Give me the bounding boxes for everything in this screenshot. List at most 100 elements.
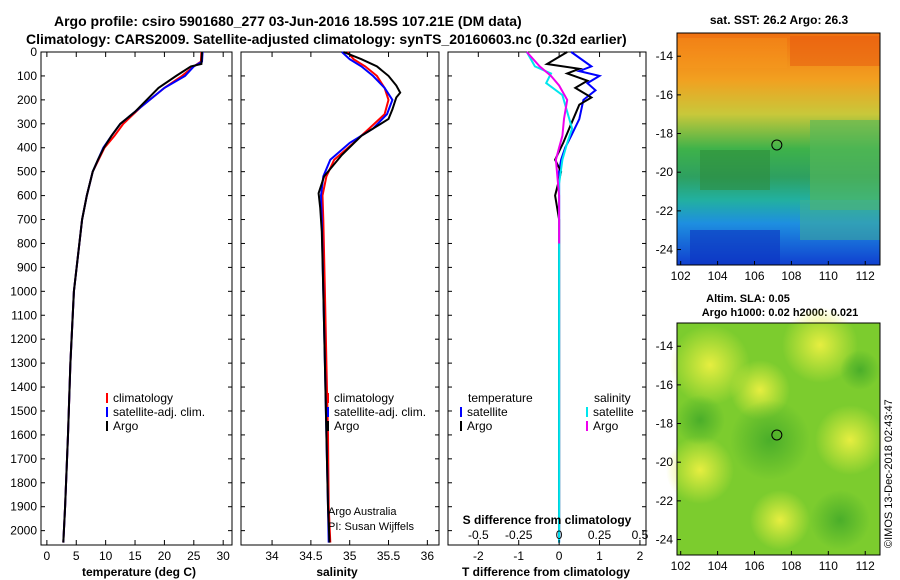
depth-tick-label: 300 bbox=[17, 117, 37, 131]
x-tick-label: 20 bbox=[158, 549, 172, 563]
sla-lon-label: 110 bbox=[819, 559, 838, 573]
x-tick-label: -2 bbox=[473, 549, 484, 563]
temperature-legend-label: climatology bbox=[113, 391, 173, 405]
x2-tick-label: 0.5 bbox=[632, 528, 649, 542]
sla-lon-label: 102 bbox=[671, 559, 691, 573]
depth-tick-label: 1800 bbox=[10, 476, 37, 490]
sst-lon-label: 106 bbox=[744, 269, 764, 283]
x-tick-label: 15 bbox=[128, 549, 142, 563]
salinity-xlabel: salinity bbox=[316, 565, 358, 579]
sla-lat-label: -14 bbox=[656, 339, 674, 353]
x-tick-label: 36 bbox=[421, 549, 435, 563]
x-tick-label: 0 bbox=[44, 549, 51, 563]
sla-lon-label: 104 bbox=[708, 559, 728, 573]
sla-lon-label: 108 bbox=[781, 559, 801, 573]
sla-lat-label: -18 bbox=[656, 417, 674, 431]
depth-tick-label: 0 bbox=[30, 45, 37, 59]
series-line-salinity-satellite bbox=[525, 51, 574, 543]
series-line-temperature-satellite bbox=[558, 51, 603, 543]
x-tick-label: 34.5 bbox=[299, 549, 323, 563]
salinity-legend-label: climatology bbox=[334, 391, 394, 405]
depth-tick-label: 1300 bbox=[10, 356, 37, 370]
x-tick-label: 35 bbox=[343, 549, 357, 563]
sst-lon-label: 104 bbox=[708, 269, 728, 283]
depth-tick-label: 1600 bbox=[10, 428, 37, 442]
depth-tick-label: 1000 bbox=[10, 284, 37, 298]
sst-map bbox=[676, 32, 881, 266]
sst-lat-label: -20 bbox=[656, 165, 674, 179]
depth-tick-label: 800 bbox=[17, 236, 37, 250]
depth-tick-label: 1100 bbox=[11, 308, 37, 322]
x-tick-label: 35.5 bbox=[377, 549, 401, 563]
sdiff-legend-label: Argo bbox=[593, 419, 619, 433]
sla-lat-label: -16 bbox=[656, 378, 674, 392]
x-tick-label: -1 bbox=[513, 549, 524, 563]
sla-lat-label: -20 bbox=[656, 455, 674, 469]
series-line-satellite-adj-clim- bbox=[319, 51, 394, 543]
salinity-panel bbox=[240, 51, 440, 546]
tdiff-legend-label: Argo bbox=[467, 419, 493, 433]
depth-tick-label: 400 bbox=[17, 141, 37, 155]
x-tick-label: 5 bbox=[73, 549, 80, 563]
salinity-legend-label: Argo bbox=[334, 419, 360, 433]
depth-tick-label: 1700 bbox=[10, 452, 37, 466]
temperature-legend-label: Argo bbox=[113, 419, 139, 433]
depth-tick-label: 700 bbox=[17, 213, 37, 227]
series-line-climatology bbox=[321, 51, 390, 543]
series-line-argo bbox=[317, 51, 402, 543]
sdiff-legend-header: salinity bbox=[594, 391, 631, 405]
x-tick-label: 25 bbox=[187, 549, 201, 563]
sla-map-title-line1: Altim. SLA: 0.05 bbox=[706, 293, 790, 305]
sst-lat-label: -16 bbox=[656, 88, 674, 102]
x2-tick-label: -0.5 bbox=[468, 528, 489, 542]
x-tick-label: 10 bbox=[99, 549, 113, 563]
series-line-climatology bbox=[62, 51, 203, 543]
tdiff-xlabel: T difference from climatology bbox=[462, 565, 630, 579]
series-line-satellite-adj-clim- bbox=[62, 51, 204, 543]
salinity-annotation-line1: Argo Australia bbox=[328, 506, 397, 518]
depth-tick-label: 600 bbox=[17, 189, 37, 203]
sst-map-title: sat. SST: 26.2 Argo: 26.3 bbox=[710, 13, 849, 27]
tdiff-legend-header: temperature bbox=[468, 391, 533, 405]
sst-lat-label: -14 bbox=[656, 49, 674, 63]
depth-tick-label: 1900 bbox=[10, 500, 37, 514]
x-tick-label: 30 bbox=[217, 549, 231, 563]
sla-lon-label: 112 bbox=[856, 559, 875, 573]
x-tick-label: 1 bbox=[596, 549, 603, 563]
figure-title-line1: Argo profile: csiro 5901680_277 03-Jun-2… bbox=[54, 13, 522, 29]
depth-tick-label: 1500 bbox=[10, 404, 37, 418]
sst-lat-label: -22 bbox=[656, 204, 674, 218]
depth-tick-label: 100 bbox=[17, 69, 37, 83]
temperature-legend-label: satellite-adj. clim. bbox=[113, 405, 205, 419]
sst-lon-label: 110 bbox=[819, 269, 838, 283]
tdiff-legend-label: satellite bbox=[467, 405, 508, 419]
sst-lon-label: 102 bbox=[671, 269, 691, 283]
depth-tick-label: 1200 bbox=[10, 332, 37, 346]
sla-lon-label: 106 bbox=[744, 559, 764, 573]
salinity-annotation-line2: PI: Susan Wijffels bbox=[328, 521, 414, 533]
depth-tick-label: 1400 bbox=[10, 380, 37, 394]
sla-map bbox=[666, 307, 885, 556]
sst-lat-label: -24 bbox=[656, 243, 674, 257]
sst-profile-marker bbox=[771, 139, 783, 151]
sst-lat-label: -18 bbox=[656, 127, 674, 141]
sla-profile-marker bbox=[771, 429, 783, 441]
x2-tick-label: 0.25 bbox=[588, 528, 612, 542]
sla-lat-label: -22 bbox=[656, 494, 674, 508]
depth-tick-label: 900 bbox=[17, 260, 37, 274]
series-line-temperature-argo bbox=[544, 51, 594, 531]
x2-tick-label: -0.25 bbox=[505, 528, 533, 542]
sdiff-xlabel: S difference from climatology bbox=[463, 513, 632, 527]
depth-tick-label: 200 bbox=[17, 93, 37, 107]
sla-lat-label: -24 bbox=[656, 533, 674, 547]
footer-stamp: ©IMOS 13-Dec-2018 02:43:47 bbox=[883, 399, 895, 548]
series-line-argo bbox=[62, 51, 203, 543]
sst-lon-label: 112 bbox=[856, 269, 875, 283]
sst-lon-label: 108 bbox=[781, 269, 801, 283]
x-tick-label: 0 bbox=[556, 549, 563, 563]
figure-title-line2: Climatology: CARS2009. Satellite-adjuste… bbox=[26, 31, 627, 47]
differences-panel bbox=[447, 51, 647, 546]
sdiff-legend-label: satellite bbox=[593, 405, 634, 419]
x2-tick-label: 0 bbox=[556, 528, 563, 542]
salinity-legend-label: satellite-adj. clim. bbox=[334, 405, 426, 419]
